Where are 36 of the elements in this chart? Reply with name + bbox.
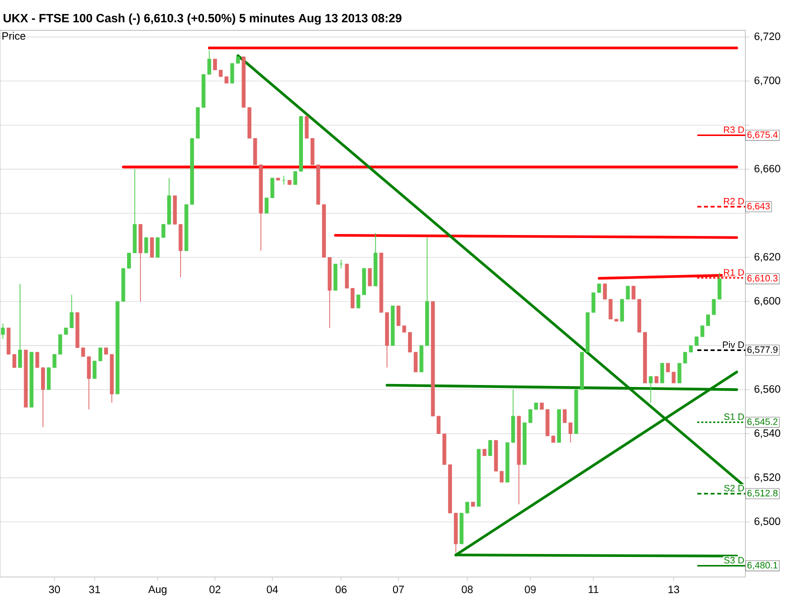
annotation: 6,610.3 [747, 274, 778, 283]
annotation: 6,675.4 [747, 131, 778, 140]
annotation: 6,480.1 [747, 562, 778, 570]
x-tick-label: Aug [148, 586, 166, 596]
x-tick-label: 08 [462, 586, 473, 594]
ref-line-label: S1 D [724, 413, 744, 420]
x-tick-label: 31 [89, 586, 100, 594]
ref-line-label: S2 D [724, 484, 744, 492]
y-tick-label: 6,700 [754, 76, 780, 86]
chart-title: UKX - FTSE 100 Cash (-) 6,610.3 (+0.50%) 5 minutes Aug 13 2013 08:29 [4, 14, 402, 25]
x-tick-label: 06 [336, 586, 347, 594]
ref-line-label: Piv D [722, 341, 744, 348]
y-tick-label: 6,560 [754, 385, 780, 394]
x-tick-label: 11 [588, 586, 598, 593]
x-tick-label: 30 [48, 586, 60, 594]
annotation: 6,643 [747, 202, 770, 211]
y-tick-label: 6,620 [754, 252, 780, 262]
x-tick-label: 04 [266, 586, 278, 594]
ref-line-label: S3 D [724, 556, 744, 564]
annotation: 6,545.2 [747, 418, 778, 426]
ref-line-label: R1 D [724, 269, 744, 276]
x-tick-label: 09 [524, 586, 536, 594]
x-tick-label: 02 [210, 586, 220, 594]
y-tick-label: 6,520 [754, 473, 780, 482]
y-tick-label: 6,500 [754, 518, 780, 526]
annotation: 6,577.9 [747, 346, 778, 354]
y-axis-title: Price [2, 32, 26, 40]
ref-line-label: R2 D [724, 198, 744, 204]
annotation: 6,512.8 [747, 490, 778, 498]
y-tick-label: 6,540 [754, 429, 780, 438]
y-tick-label: 6,600 [754, 297, 780, 306]
y-tick-label: 6,720 [754, 32, 780, 42]
x-tick-label: 07 [392, 586, 404, 594]
ref-line-label: R3 D [724, 126, 744, 133]
y-tick-label: 6,660 [754, 164, 780, 174]
x-tick-label: 13 [668, 586, 680, 594]
